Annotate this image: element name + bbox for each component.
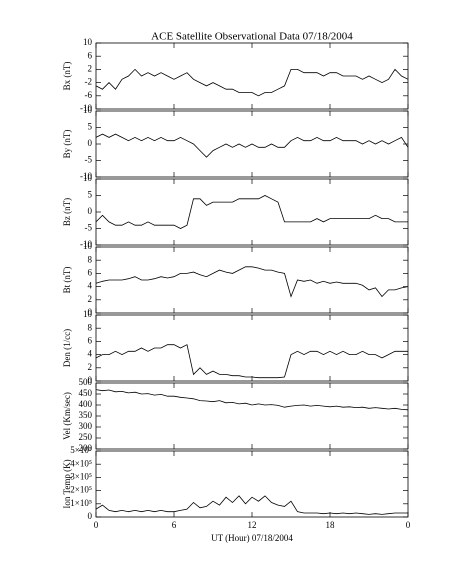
y-tick-label: 400 [79, 399, 93, 409]
data-line [95, 495, 408, 515]
y-tick-label: 4 [88, 281, 93, 291]
chart-title: ACE Satellite Observational Data 07/18/2… [151, 31, 353, 43]
y-tick-label: 1×10⁵ [70, 498, 92, 508]
y-tick-label: 450 [79, 388, 93, 398]
data-line [95, 68, 409, 97]
data-line [95, 195, 408, 229]
y-tick-label: -2 [85, 77, 93, 87]
y-tick-label: 4 [88, 349, 93, 359]
y-tick-label: 250 [79, 432, 93, 442]
x-tick-label: 18 [326, 520, 336, 530]
y-axis-label: Bt (nT) [62, 267, 72, 294]
x-tick-label: 12 [248, 520, 257, 530]
y-tick-label: -6 [85, 90, 93, 100]
y-tick-label: 3×10⁵ [70, 471, 92, 481]
y-tick-label: -5 [85, 223, 93, 233]
y-axis-label: Bx (nT) [62, 62, 72, 91]
y-axis-label: Vel (Km/sec) [62, 392, 72, 440]
y-tick-label: 2×10⁵ [70, 485, 92, 495]
x-axis-label: UT (Hour) 07/18/2004 [211, 533, 293, 543]
y-tick-label: -10 [80, 103, 92, 113]
y-tick-label: -5 [85, 155, 93, 165]
y-tick-label: 0 [88, 307, 93, 317]
y-axis-label: Ion Temp (K) [62, 459, 72, 508]
y-tick-label: -10 [80, 239, 92, 249]
y-tick-label: 6 [88, 50, 93, 60]
panel-frame [95, 382, 409, 450]
data-line [95, 344, 408, 379]
y-tick-label: 2 [88, 362, 93, 372]
y-tick-label: 4×10⁵ [70, 458, 92, 468]
y-tick-label: 500 [79, 377, 93, 387]
y-tick-label: 5×10⁵ [70, 445, 92, 455]
panel-frame [95, 178, 409, 246]
y-axis-label: Den (1/cc) [62, 329, 72, 367]
y-tick-label: 10 [83, 173, 93, 183]
y-tick-label: 0 [88, 138, 93, 148]
y-tick-label: 5 [88, 122, 93, 132]
y-axis-label: By (nT) [62, 130, 72, 159]
y-tick-label: 300 [79, 421, 93, 431]
y-axis-label: Bz (nT) [62, 198, 72, 226]
y-tick-label: 8 [88, 254, 93, 264]
y-tick-label: 10 [83, 37, 93, 47]
y-tick-label: 0 [88, 375, 93, 385]
panel-frame [95, 450, 409, 518]
x-tick-label: 6 [172, 520, 177, 530]
y-tick-label: 0 [88, 511, 93, 521]
data-line [95, 266, 409, 298]
y-tick-label: 0 [88, 206, 93, 216]
x-tick-label: 0 [406, 520, 411, 530]
y-tick-label: 2 [88, 63, 93, 73]
y-tick-label: 6 [88, 267, 93, 277]
data-line [95, 133, 409, 158]
y-tick-label: -10 [80, 171, 92, 181]
y-tick-label: 350 [79, 410, 93, 420]
y-tick-label: 2 [88, 294, 93, 304]
y-tick-label: 10 [83, 105, 93, 115]
y-tick-label: 8 [88, 322, 93, 332]
y-tick-label: 200 [79, 443, 93, 453]
data-line [95, 389, 409, 411]
panel-frame [95, 314, 409, 382]
x-tick-label: 0 [94, 520, 99, 530]
panel-frame [95, 42, 409, 110]
y-tick-label: 5 [88, 190, 93, 200]
y-tick-label: 6 [88, 335, 93, 345]
y-tick-label: 10 [83, 309, 93, 319]
y-tick-label: 10 [83, 241, 93, 251]
